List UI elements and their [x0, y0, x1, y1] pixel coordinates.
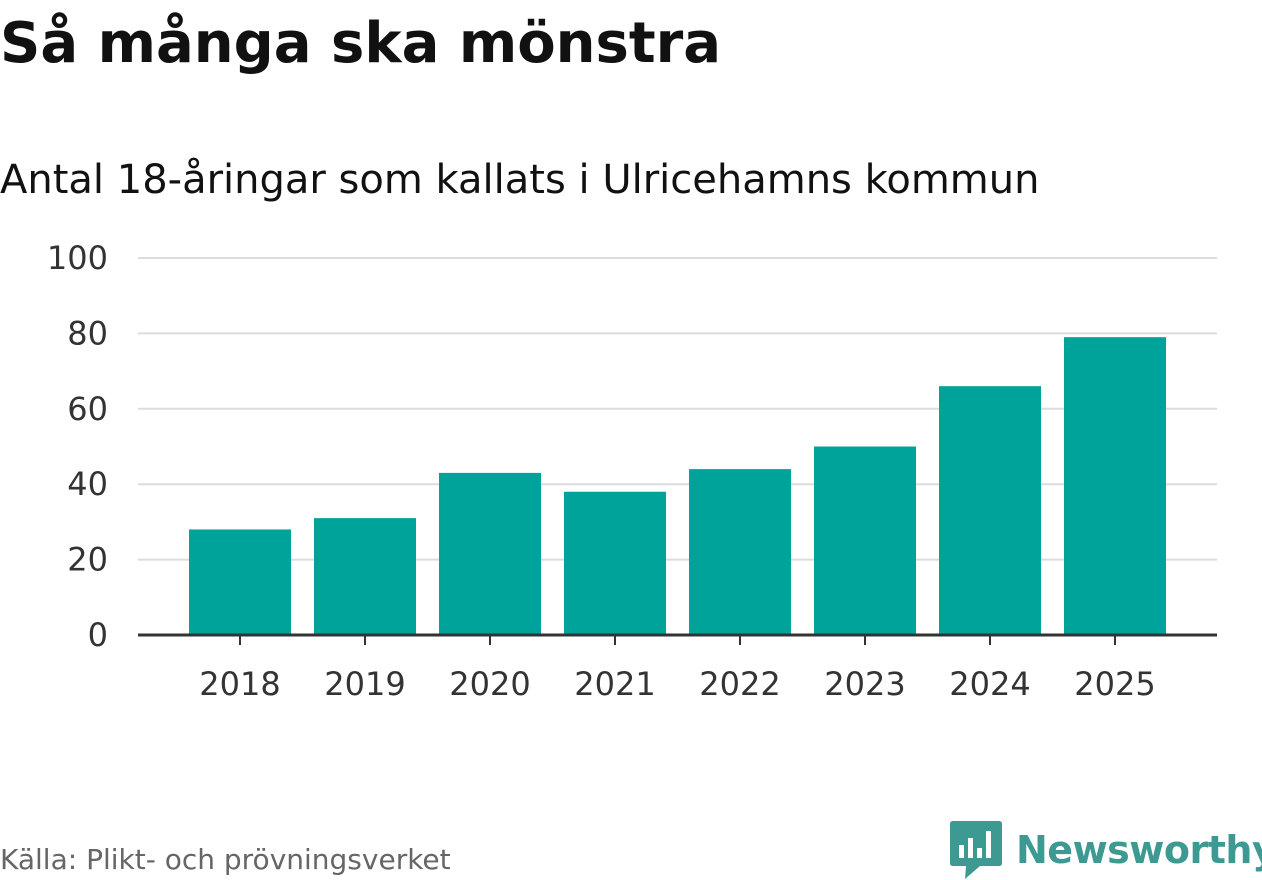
brand-name: Newsworthy — [1016, 828, 1262, 872]
y-tick-label: 80 — [67, 314, 108, 352]
bar-2025 — [1064, 337, 1166, 635]
x-tick-label: 2019 — [324, 665, 405, 703]
brand-logo: Newsworthy — [950, 820, 1262, 880]
bar-2020 — [439, 472, 541, 635]
bar-2022 — [689, 469, 791, 635]
x-tick-label: 2021 — [574, 665, 655, 703]
bar-2018 — [189, 529, 291, 635]
bar-2021 — [564, 491, 666, 635]
y-tick-label: 20 — [67, 541, 108, 579]
y-tick-label: 60 — [67, 390, 108, 428]
y-tick-label: 100 — [47, 239, 108, 277]
x-axis-ticks: 2018 2019 2020 2021 2022 2023 2024 2025 — [199, 635, 1156, 703]
chart-title: Så många ska mönstra — [0, 11, 722, 76]
source-note: Källa: Plikt- och prövningsverket — [0, 843, 451, 876]
bar-2019 — [314, 518, 416, 635]
x-tick-label: 2020 — [449, 665, 530, 703]
y-tick-label: 40 — [67, 465, 108, 503]
x-tick-label: 2018 — [199, 665, 280, 703]
gridlines — [138, 257, 1217, 561]
y-tick-label: 0 — [88, 616, 108, 654]
bar-2023 — [814, 446, 916, 635]
x-tick-label: 2022 — [699, 665, 780, 703]
x-tick-label: 2024 — [949, 665, 1030, 703]
bar-2024 — [939, 386, 1041, 635]
y-axis-ticks: 0 20 40 60 80 100 — [47, 239, 108, 654]
x-tick-label: 2023 — [824, 665, 905, 703]
chart-subtitle: Antal 18-åringar som kallats i Ulriceham… — [0, 157, 1040, 203]
bars — [189, 337, 1166, 635]
x-tick-label: 2025 — [1074, 665, 1155, 703]
newsworthy-logo-icon — [950, 821, 1002, 879]
